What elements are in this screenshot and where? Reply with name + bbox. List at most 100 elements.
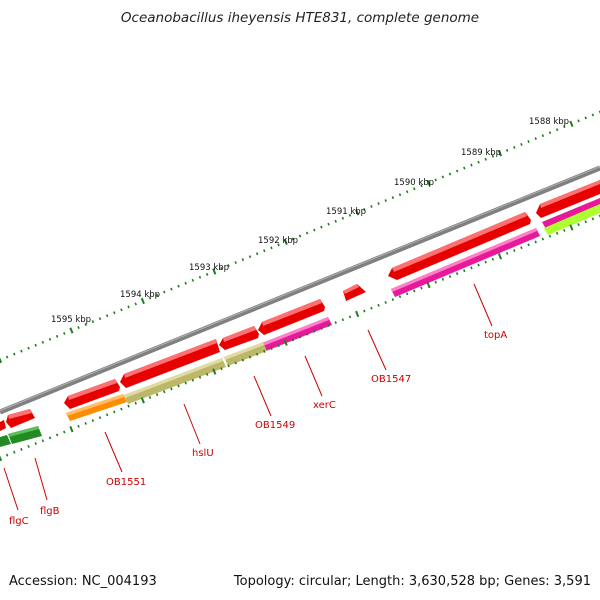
scale-tick bbox=[391, 196, 395, 200]
scale-tick bbox=[227, 264, 230, 267]
scale-label-1588: 1588 kbp bbox=[529, 117, 569, 127]
scale-tick bbox=[98, 317, 102, 321]
scale-tick bbox=[426, 179, 431, 187]
gene-label-xerC[interactable]: xerC bbox=[313, 400, 336, 411]
scale-tick bbox=[405, 292, 409, 296]
scale-label-1592: 1592 kbp bbox=[258, 236, 298, 246]
gene-label-OB1551[interactable]: OB1551 bbox=[106, 477, 146, 488]
gene-OB1551-arrow[interactable] bbox=[64, 379, 120, 409]
scale-tick bbox=[448, 172, 452, 176]
scale-tick bbox=[555, 231, 559, 235]
scale-tick bbox=[426, 281, 431, 289]
scale-tick bbox=[48, 337, 52, 341]
scale-tick bbox=[205, 372, 209, 376]
gene-label-flgB[interactable]: flgB bbox=[40, 506, 60, 517]
scale-tick bbox=[398, 295, 402, 299]
scale-tick bbox=[327, 324, 330, 327]
scale-tick bbox=[341, 318, 345, 322]
scale-tick bbox=[334, 219, 337, 223]
gene-OB1549-arrow[interactable] bbox=[219, 326, 259, 350]
scale-tick bbox=[41, 340, 45, 344]
scale-tick bbox=[477, 263, 480, 267]
scale-tick bbox=[63, 430, 66, 434]
scale-tick bbox=[305, 231, 309, 235]
scale-tick bbox=[541, 237, 545, 241]
scale-tick bbox=[69, 426, 74, 433]
scale-tick bbox=[120, 407, 123, 411]
scale-tick bbox=[527, 140, 530, 143]
scale-tick bbox=[513, 145, 516, 149]
scale-tick bbox=[163, 390, 166, 394]
scale-tick bbox=[212, 268, 217, 275]
gene-label-OB1547[interactable]: OB1547 bbox=[371, 374, 411, 385]
scale-tick bbox=[105, 413, 109, 417]
gene-labels: topA OB1547 xerC OB1549 hslU OB1551 flgB… bbox=[9, 330, 507, 527]
gene-hslU-arrow[interactable] bbox=[120, 339, 220, 388]
gene-label-topA[interactable]: topA bbox=[484, 330, 507, 341]
scale-tick bbox=[320, 326, 323, 330]
scale-tick bbox=[77, 326, 80, 329]
scale-tick bbox=[140, 297, 145, 305]
scale-tick bbox=[270, 347, 273, 350]
map-title: Oceanobacillus iheyensis HTE831, complet… bbox=[120, 10, 480, 26]
gene-label-OB1549[interactable]: OB1549 bbox=[255, 420, 295, 431]
scale-tick bbox=[470, 266, 473, 270]
scale-tick bbox=[384, 199, 387, 203]
gene-label-flgC[interactable]: flgC bbox=[9, 516, 29, 527]
gene-upstream-arrow[interactable] bbox=[536, 180, 600, 218]
scale-tick bbox=[170, 287, 173, 291]
cog-band-upstream-magenta bbox=[542, 198, 600, 229]
scale-tick bbox=[270, 246, 273, 250]
gene-flgC-arrow[interactable] bbox=[0, 420, 6, 431]
scale-tick bbox=[563, 228, 566, 232]
gene-flgB-arrow[interactable] bbox=[6, 409, 35, 428]
scale-tick bbox=[0, 357, 3, 364]
gene-label-hslU[interactable]: hslU bbox=[192, 448, 214, 459]
scale-labels: 1588 kbp 1589 kbp 1590 kbp 1591 kbp 1592… bbox=[51, 117, 569, 325]
scale-tick bbox=[255, 252, 259, 256]
scale-tick bbox=[491, 257, 495, 261]
scale-tick bbox=[434, 178, 437, 182]
cog-band-flgB bbox=[8, 426, 42, 444]
scale-tick bbox=[534, 240, 537, 244]
scale-tick bbox=[113, 410, 116, 414]
scale-tick bbox=[370, 306, 373, 310]
scale-tick bbox=[370, 205, 373, 208]
scale-tick bbox=[248, 355, 252, 359]
scale-tick bbox=[413, 187, 416, 191]
gene-xerC-arrow[interactable] bbox=[258, 299, 325, 335]
scale-tick bbox=[320, 225, 323, 229]
scale-tick bbox=[170, 387, 173, 391]
scale-tick bbox=[384, 300, 387, 304]
scale-tick bbox=[77, 424, 80, 428]
scale-tick bbox=[48, 436, 52, 440]
scale-tick bbox=[448, 275, 452, 278]
scale-tick bbox=[291, 338, 295, 342]
scale-tick bbox=[355, 310, 360, 318]
scale-tick bbox=[455, 272, 459, 276]
scale-tick bbox=[491, 154, 495, 158]
scale-tick bbox=[98, 416, 102, 420]
scale-tick bbox=[184, 281, 187, 285]
gene-OB1547-arrow[interactable] bbox=[343, 284, 366, 301]
scale-tick bbox=[241, 358, 245, 362]
scale-tick bbox=[140, 397, 145, 404]
scale-tick bbox=[155, 393, 159, 397]
scale-tick bbox=[377, 303, 380, 307]
scale-tick bbox=[569, 224, 574, 231]
scale-tick bbox=[591, 113, 595, 117]
scale-tick bbox=[484, 157, 487, 161]
scale-tick bbox=[255, 352, 259, 356]
scale-tick bbox=[470, 163, 473, 167]
scale-tick bbox=[113, 311, 116, 315]
scale-tick bbox=[134, 401, 137, 405]
scale-tick bbox=[177, 284, 180, 288]
scale-tick bbox=[177, 384, 180, 388]
scale-tick bbox=[513, 249, 516, 253]
scale-tick bbox=[248, 255, 252, 259]
gene-topA-arrow[interactable] bbox=[388, 212, 531, 280]
scale-tick bbox=[105, 314, 109, 318]
scale-tick bbox=[198, 275, 202, 279]
topology-text: Topology: circular; Length: 3,630,528 bp… bbox=[233, 574, 591, 589]
scale-tick bbox=[127, 305, 130, 309]
